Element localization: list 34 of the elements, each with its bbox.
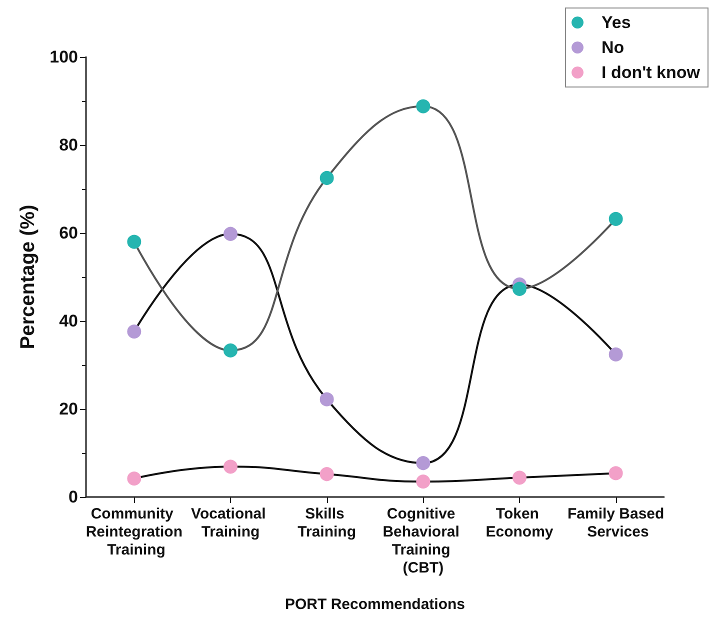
legend-label: I don't know [602,63,701,82]
y-tick-label: 60 [59,224,78,242]
point [608,212,623,226]
y-tick-label: 100 [50,48,78,66]
point [416,99,430,114]
point [512,470,526,485]
x-tick-label: Token Economy [486,506,554,540]
y-tick-label: 20 [59,400,78,418]
point [127,234,142,249]
point [224,343,238,358]
point [608,466,623,480]
point [320,171,334,185]
x-tick-label: Family Based Services [567,506,664,540]
y-tick-label: 80 [59,136,78,154]
point [224,460,238,474]
point [127,324,142,339]
point [416,474,430,489]
point [127,472,142,486]
legend-label: Yes [602,13,631,32]
point [224,226,238,241]
legend-label: No [602,38,624,57]
x-axis-title: PORT Recommendations [284,596,466,613]
x-tick-label: Community Reintegration Training [86,506,183,558]
point [320,392,334,406]
y-tick-label: 0 [68,488,78,506]
point [320,467,334,482]
point [512,282,526,296]
x-tick-label: Skills Training [298,506,356,540]
x-tick-label: Cognitive Behavioral Training (CBT) [382,506,464,576]
y-axis-title: Percentage (%) [17,204,39,350]
y-tick-label: 40 [59,312,78,330]
point [608,347,623,362]
point [416,456,430,470]
x-tick-label: Vocational Training [191,506,270,540]
